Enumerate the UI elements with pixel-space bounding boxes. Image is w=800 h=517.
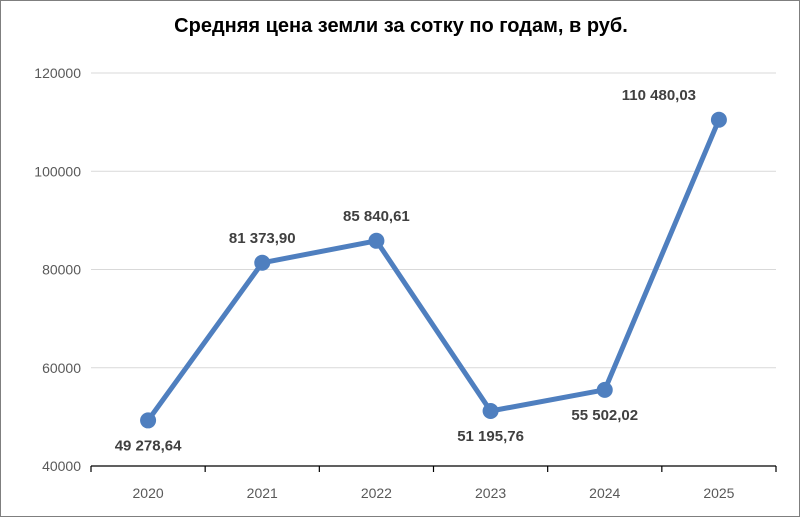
data-label: 85 840,61 [343,208,410,225]
x-tick-label: 2020 [133,485,164,501]
data-point [482,403,499,420]
data-point [710,111,727,128]
data-label: 81 373,90 [229,230,296,247]
x-tick-label: 2025 [703,485,734,501]
data-point [368,232,385,249]
y-tick-label: 40000 [42,458,81,474]
data-label: 49 278,64 [115,437,182,454]
x-tick-label: 2021 [247,485,278,501]
y-tick-label: 60000 [42,360,81,376]
data-label: 55 502,02 [571,407,638,424]
y-tick-label: 100000 [34,163,81,179]
chart-title: Средняя цена земли за сотку по годам, в … [174,15,628,37]
data-point [254,254,271,271]
x-tick-label: 2024 [589,485,620,501]
data-point [596,381,613,398]
data-label: 110 480,03 [622,87,696,104]
data-label: 51 195,76 [457,428,524,445]
x-tick-label: 2022 [361,485,392,501]
x-tick-label: 2023 [475,485,506,501]
series-line [145,117,722,423]
y-tick-label: 120000 [34,65,81,81]
y-tick-label: 80000 [42,262,81,278]
data-point [140,412,157,429]
